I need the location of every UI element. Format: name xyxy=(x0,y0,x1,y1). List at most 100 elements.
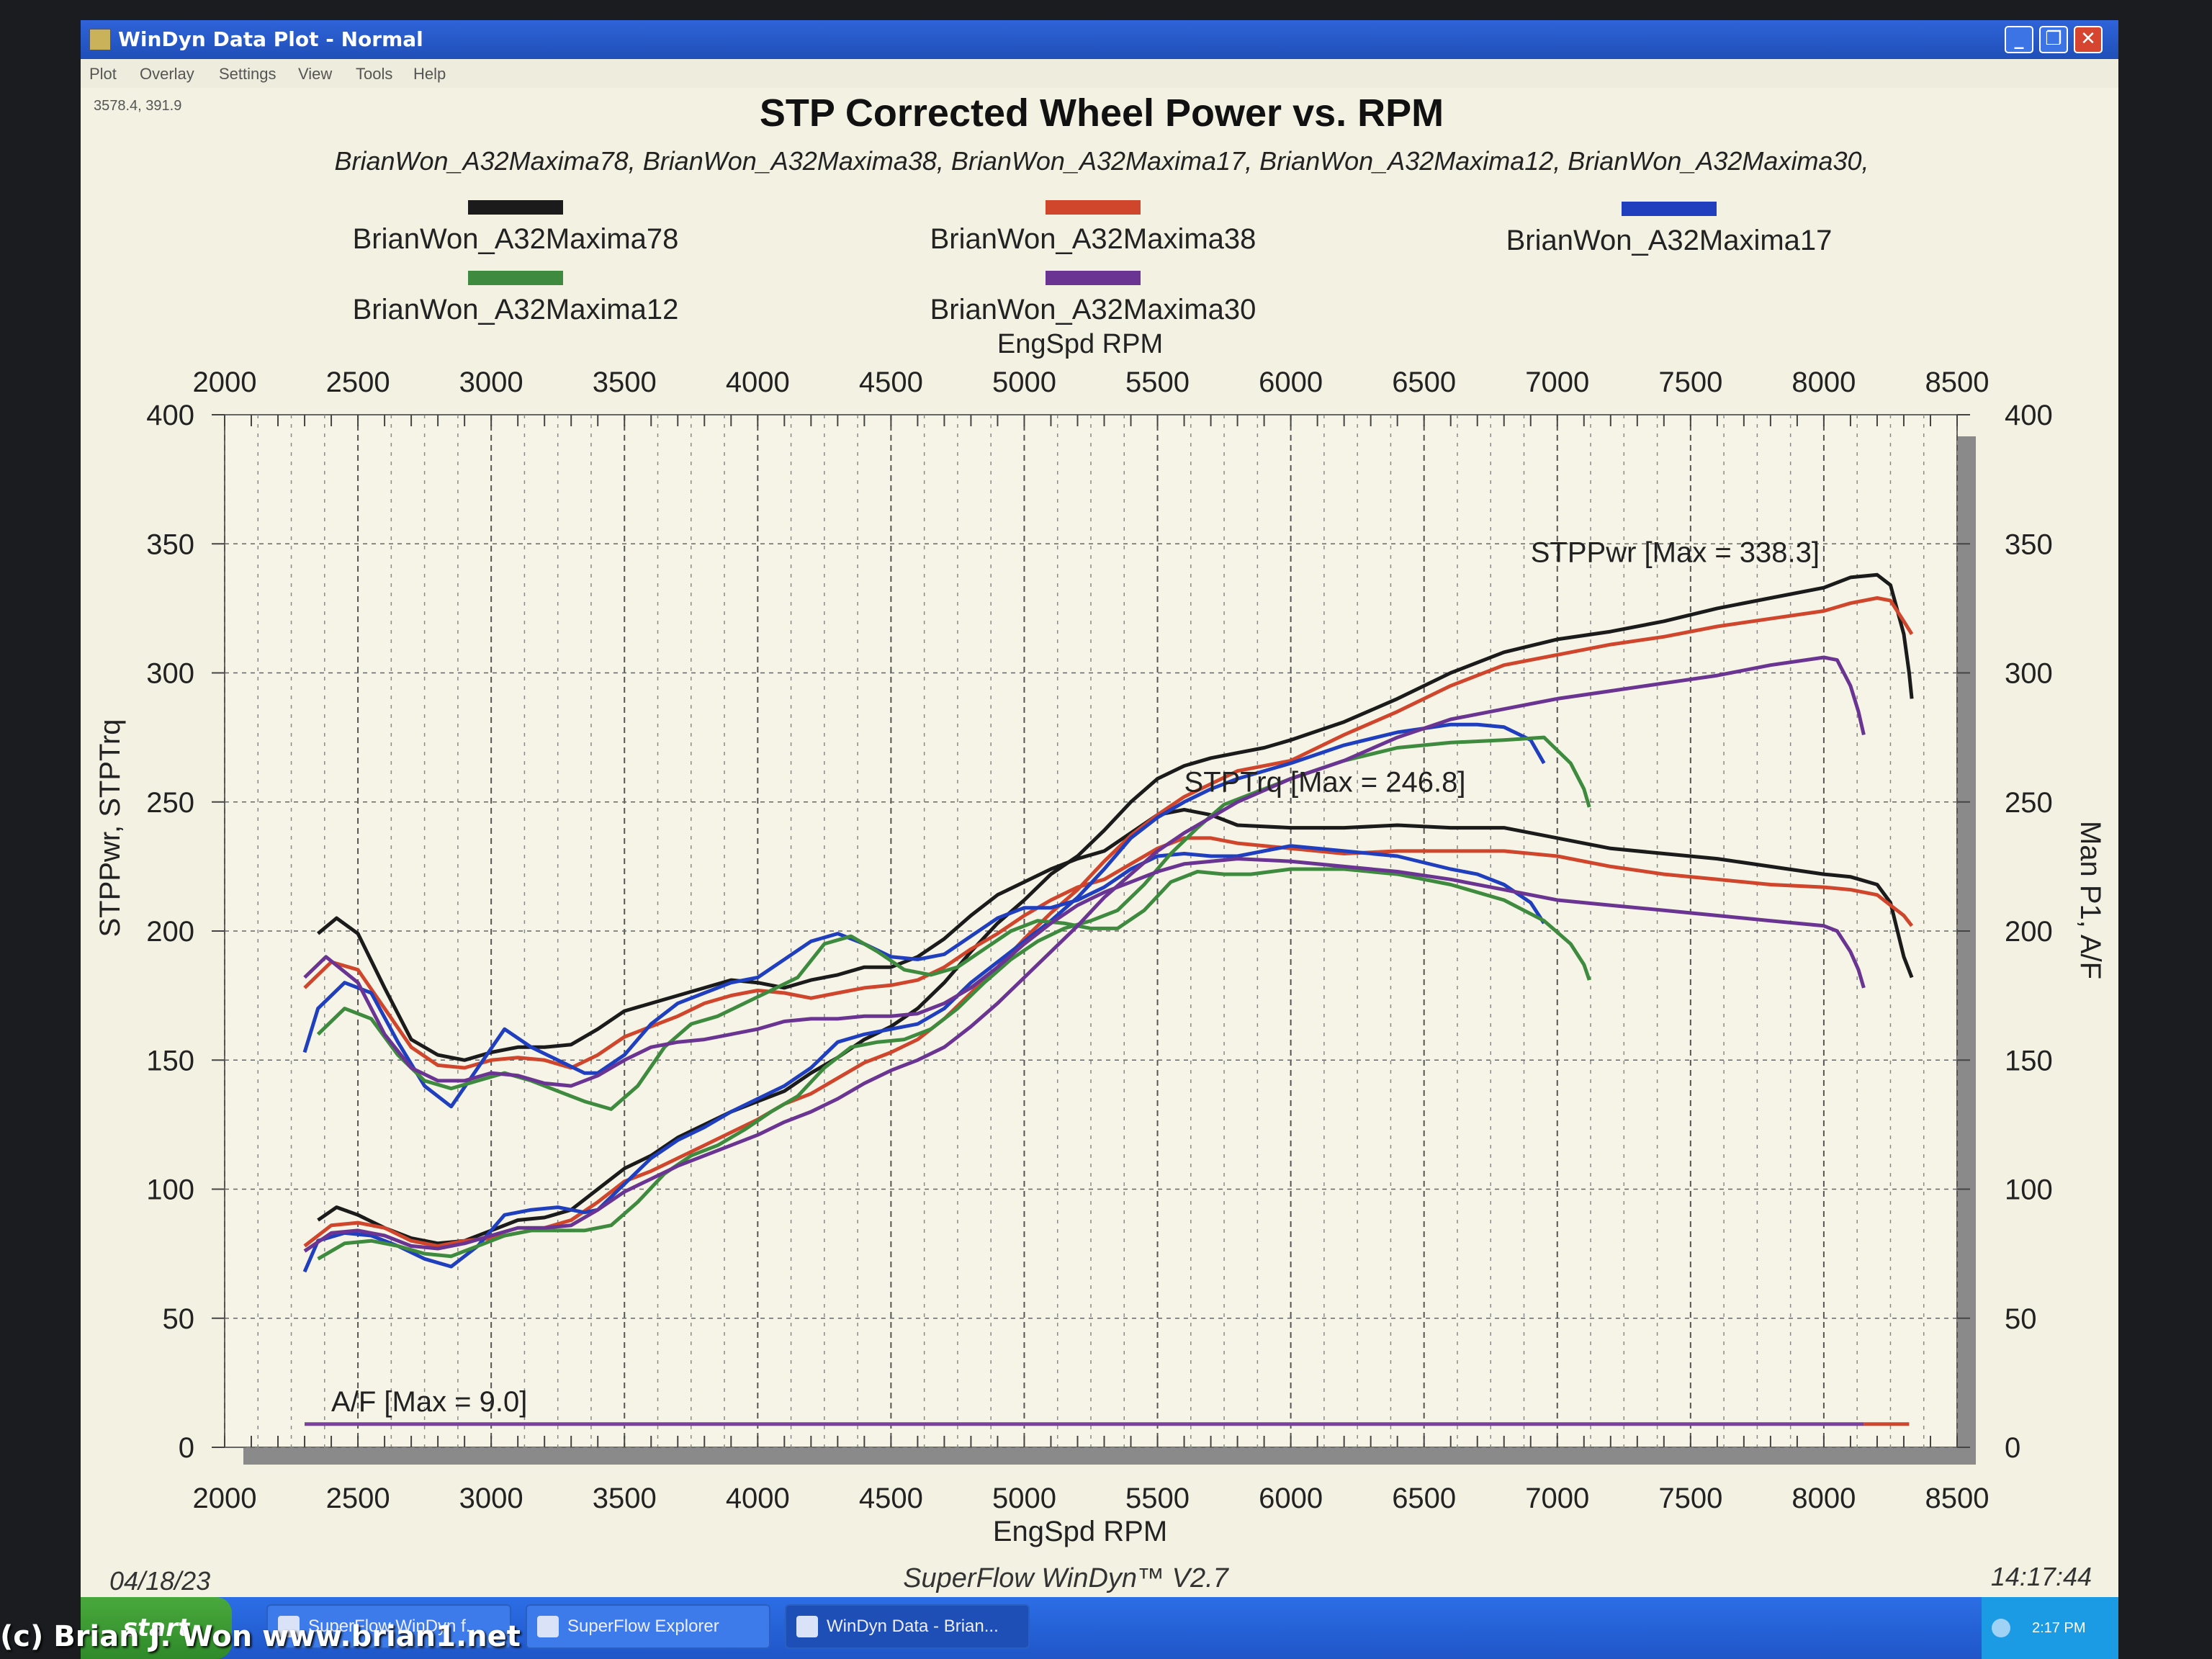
cursor-coords-readout: 3578.4, 391.9 xyxy=(94,98,182,114)
y-tick-label-right: 0 xyxy=(2005,1432,2020,1464)
taskbar-item-explorer[interactable]: SuperFlow Explorer xyxy=(526,1604,770,1649)
y-tick-label: 200 xyxy=(146,916,194,948)
annotation-label: STPTrq [Max = 246.8] xyxy=(1184,766,1466,798)
footer-time: 14:17:44 xyxy=(1991,1562,2092,1591)
annotation-label: STPPwr [Max = 338.3] xyxy=(1531,536,1820,568)
x-tick-label: 3500 xyxy=(593,1483,657,1514)
start-button[interactable]: start xyxy=(81,1597,232,1659)
x-tick-label: 7000 xyxy=(1525,1483,1589,1514)
x-axis-label-top: EngSpd RPM xyxy=(997,329,1163,359)
windyn-data-task-icon xyxy=(796,1616,818,1637)
app-icon xyxy=(89,29,111,50)
y-tick-label: 350 xyxy=(146,529,194,560)
legend: BrianWon_A32Maxima78 BrianWon_A32Maxima38… xyxy=(353,200,1833,325)
x-tick-label-top: 5000 xyxy=(992,367,1056,398)
x-tick-label-top: 3500 xyxy=(593,367,657,398)
minimize-button[interactable]: _ xyxy=(2005,26,2033,53)
menu-view[interactable]: View xyxy=(298,65,333,83)
x-tick-label-top: 7000 xyxy=(1525,367,1589,398)
y-tick-label-right: 50 xyxy=(2005,1303,2037,1335)
legend-swatch xyxy=(1622,202,1717,216)
legend-swatch xyxy=(468,271,563,285)
chart-subtitle: BrianWon_A32Maxima78, BrianWon_A32Maxima… xyxy=(334,146,1869,176)
y-tick-label: 100 xyxy=(146,1174,194,1206)
x-tick-label: 2000 xyxy=(193,1483,257,1514)
taskbar-item-label: SuperFlow WinDyn f... xyxy=(308,1617,480,1636)
x-tick-label: 8000 xyxy=(1791,1483,1856,1514)
taskbar-item-label: WinDyn Data - Brian... xyxy=(827,1617,999,1636)
y-tick-label: 250 xyxy=(146,787,194,819)
legend-swatch xyxy=(1046,200,1141,215)
x-tick-label-top: 5500 xyxy=(1125,367,1190,398)
x-tick-label: 7500 xyxy=(1658,1483,1722,1514)
legend-label: BrianWon_A32Maxima30 xyxy=(930,294,1256,325)
x-tick-label: 5000 xyxy=(992,1483,1056,1514)
grid xyxy=(224,414,1976,1465)
y-tick-label: 0 xyxy=(179,1432,194,1464)
x-tick-label-top: 2000 xyxy=(193,367,257,398)
close-button[interactable]: ✕ xyxy=(2074,26,2103,53)
taskbar-item-label: SuperFlow Explorer xyxy=(567,1617,719,1636)
x-tick-label-top: 2500 xyxy=(326,367,390,398)
series-line-4-torque xyxy=(303,857,1866,1088)
explorer-task-icon xyxy=(537,1616,559,1637)
network-icon[interactable] xyxy=(1992,1619,2010,1637)
menu-plot[interactable]: Plot xyxy=(89,65,117,83)
x-tick-label-top: 7500 xyxy=(1658,367,1722,398)
x-tick-label-top: 6000 xyxy=(1259,367,1323,398)
legend-label: BrianWon_A32Maxima78 xyxy=(353,223,679,255)
x-tick-label: 3000 xyxy=(459,1483,523,1514)
windyn-task-icon xyxy=(278,1616,300,1637)
annotation-label: A/F [Max = 9.0] xyxy=(331,1386,527,1418)
x-tick-label-top: 4000 xyxy=(726,367,790,398)
y-tick-label: 400 xyxy=(146,400,194,431)
plot-shadow-bottom xyxy=(243,1447,1976,1465)
menu-help[interactable]: Help xyxy=(413,65,446,83)
chart-title: STP Corrected Wheel Power vs. RPM xyxy=(760,91,1444,135)
x-tick-label-top: 3000 xyxy=(459,367,523,398)
series-lines xyxy=(302,572,1914,1426)
taskbar-item-windyn[interactable]: SuperFlow WinDyn f... xyxy=(266,1604,511,1649)
title-bar[interactable]: WinDyn Data Plot - Normal _ ❐ ✕ xyxy=(81,20,2118,59)
menu-settings[interactable]: Settings xyxy=(219,65,276,83)
menu-tools[interactable]: Tools xyxy=(356,65,393,83)
x-tick-label-top: 6500 xyxy=(1392,367,1456,398)
y-axis-label-right: Man P1, A/F xyxy=(2074,821,2106,979)
y-tick-label-right: 250 xyxy=(2005,787,2053,819)
plot-shadow-right xyxy=(1957,436,1976,1462)
y-tick-label-right: 400 xyxy=(2005,400,2053,431)
legend-label: BrianWon_A32Maxima38 xyxy=(930,223,1256,255)
x-axis-label: EngSpd RPM xyxy=(993,1516,1167,1547)
y-tick-label-right: 350 xyxy=(2005,529,2053,560)
tray-clock: 2:17 PM xyxy=(2032,1620,2086,1636)
annotations: STPPwr [Max = 338.3] STPTrq [Max = 246.8]… xyxy=(331,536,1820,1417)
x-tick-label: 8500 xyxy=(1925,1483,1990,1514)
window-title: WinDyn Data Plot - Normal xyxy=(118,27,423,51)
axis-ticks: 2000200025002500300030003500350040004000… xyxy=(146,367,2053,1514)
series-line-4-power xyxy=(303,655,1866,1253)
x-tick-label: 6000 xyxy=(1259,1483,1323,1514)
y-tick-label-right: 100 xyxy=(2005,1174,2053,1206)
y-axis-label: STPPwr, STPTrq xyxy=(94,719,126,937)
legend-swatch xyxy=(468,200,563,215)
series-line-1-torque xyxy=(303,836,1914,1070)
y-tick-label: 300 xyxy=(146,658,194,690)
y-tick-label-right: 150 xyxy=(2005,1045,2053,1076)
copyright-watermark: (c) Brian J. Won www.brian1.net xyxy=(0,1620,521,1653)
legend-label: BrianWon_A32Maxima17 xyxy=(1506,225,1833,256)
x-tick-label-top: 8500 xyxy=(1925,367,1990,398)
y-tick-label: 50 xyxy=(163,1303,195,1335)
menu-bar: Plot Overlay Settings View Tools Help xyxy=(81,59,2118,88)
system-tray: 2:17 PM xyxy=(1982,1597,2118,1659)
y-tick-label-right: 300 xyxy=(2005,658,2053,690)
legend-label: BrianWon_A32Maxima12 xyxy=(353,294,679,325)
x-tick-label: 2500 xyxy=(326,1483,390,1514)
footer-version: SuperFlow WinDyn™ V2.7 xyxy=(903,1563,1229,1593)
x-tick-label: 5500 xyxy=(1125,1483,1190,1514)
menu-overlay[interactable]: Overlay xyxy=(140,65,194,83)
y-tick-label-right: 200 xyxy=(2005,916,2053,948)
maximize-button[interactable]: ❐ xyxy=(2039,26,2068,53)
taskbar-item-windyn-data[interactable]: WinDyn Data - Brian... xyxy=(785,1604,1030,1649)
legend-swatch xyxy=(1046,271,1141,285)
